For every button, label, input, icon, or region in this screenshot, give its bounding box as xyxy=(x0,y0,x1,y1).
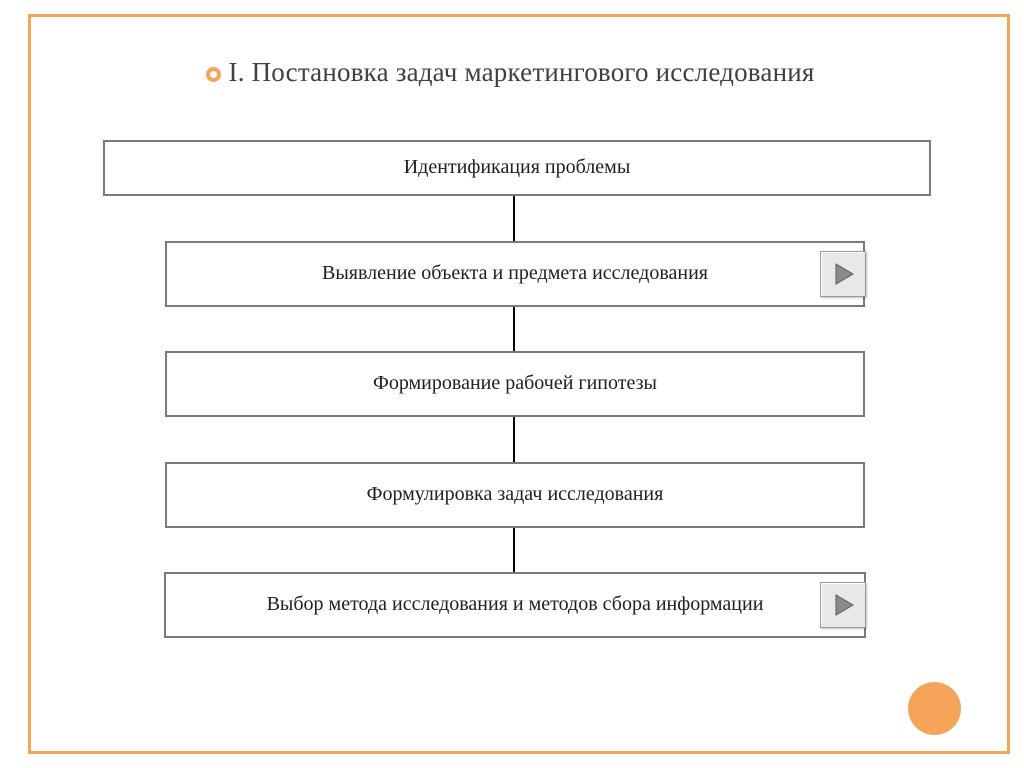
flow-box: Идентификация проблемы xyxy=(103,140,931,196)
play-icon xyxy=(829,591,857,619)
flow-box-label: Идентификация проблемы xyxy=(404,155,631,181)
play-button[interactable] xyxy=(820,582,866,628)
connector xyxy=(513,196,515,241)
play-icon xyxy=(829,260,857,288)
decoration-circle xyxy=(908,682,961,735)
bullet-icon xyxy=(206,67,221,82)
flow-box-label: Формулировка задач исследования xyxy=(367,482,664,508)
flow-box: Формулировка задач исследования xyxy=(165,462,865,528)
flow-box: Выбор метода исследования и методов сбор… xyxy=(164,572,866,638)
flow-box: Формирование рабочей гипотезы xyxy=(165,351,865,417)
flow-box-label: Формирование рабочей гипотезы xyxy=(373,371,657,397)
flow-box-label: Выявление объекта и предмета исследовани… xyxy=(322,261,708,287)
slide-title-text: I. Постановка задач маркетингового иссле… xyxy=(229,57,815,87)
connector xyxy=(513,307,515,351)
connector xyxy=(513,417,515,462)
slide-title: I. Постановка задач маркетингового иссле… xyxy=(150,54,870,90)
play-button[interactable] xyxy=(820,251,866,297)
flow-box-label: Выбор метода исследования и методов сбор… xyxy=(267,592,764,618)
slide: I. Постановка задач маркетингового иссле… xyxy=(0,0,1024,768)
flow-box: Выявление объекта и предмета исследовани… xyxy=(165,241,865,307)
connector xyxy=(513,528,515,572)
